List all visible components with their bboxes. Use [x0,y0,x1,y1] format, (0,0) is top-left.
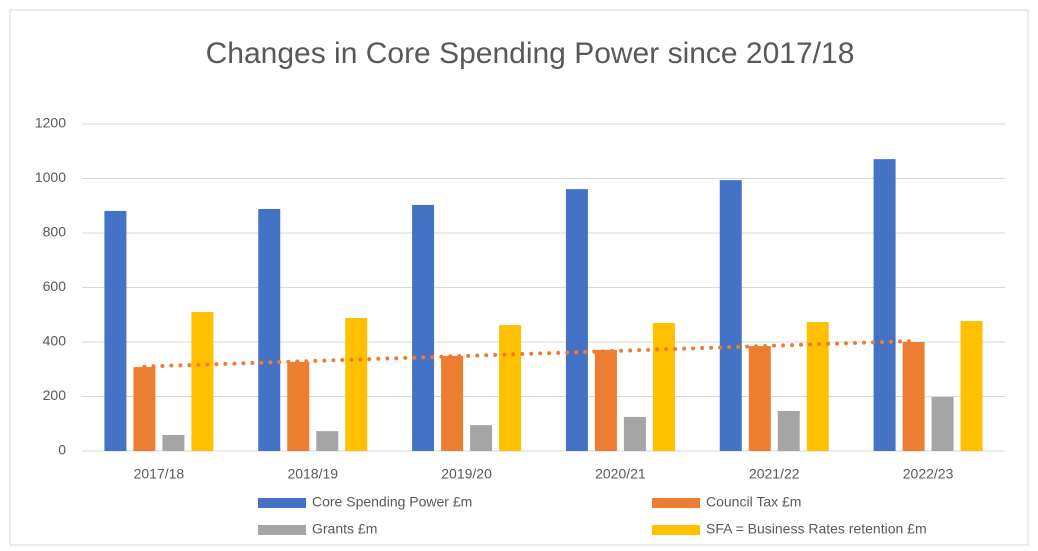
bar [441,355,464,451]
bar [345,318,368,451]
legend-swatch [652,498,700,508]
legend-label: SFA = Business Rates retention £m [706,521,927,537]
bar [777,410,800,451]
x-tick-label: 2019/20 [441,466,492,482]
bar [565,189,588,451]
legend-label: Council Tax £m [706,494,801,510]
bar [748,346,771,451]
legend-label: Grants £m [312,521,377,537]
chart-frame [9,9,1029,546]
x-tick-label: 2021/22 [749,466,800,482]
bar [623,416,646,451]
bar [287,361,310,451]
y-tick-label: 1000 [35,169,66,185]
bar [652,322,675,451]
bar [133,367,156,451]
x-tick-label: 2017/18 [134,466,185,482]
x-tick-label: 2018/19 [287,466,338,482]
bar [104,210,127,451]
y-tick-label: 200 [43,387,67,403]
y-tick-label: 400 [43,333,67,349]
bar [931,397,954,451]
legend-label: Core Spending Power £m [312,494,472,510]
y-tick-label: 800 [43,224,67,240]
bar [719,180,742,451]
legend-swatch [258,525,306,535]
bar [960,321,983,451]
bar [191,312,214,451]
bar [162,434,185,451]
x-tick-label: 2022/23 [903,466,954,482]
legend-swatch [258,498,306,508]
bar [412,204,435,451]
bar [258,209,281,451]
y-tick-label: 1200 [35,115,66,131]
y-tick-label: 0 [58,442,66,458]
bar [806,322,829,451]
legend-swatch [652,525,700,535]
x-tick-label: 2020/21 [595,466,646,482]
bar [594,349,617,451]
bar [316,431,339,451]
bar [499,325,522,451]
bar [902,342,925,451]
bar [873,159,896,451]
y-tick-label: 600 [43,278,67,294]
bar [470,425,493,451]
chart-title: Changes in Core Spending Power since 201… [206,37,855,70]
